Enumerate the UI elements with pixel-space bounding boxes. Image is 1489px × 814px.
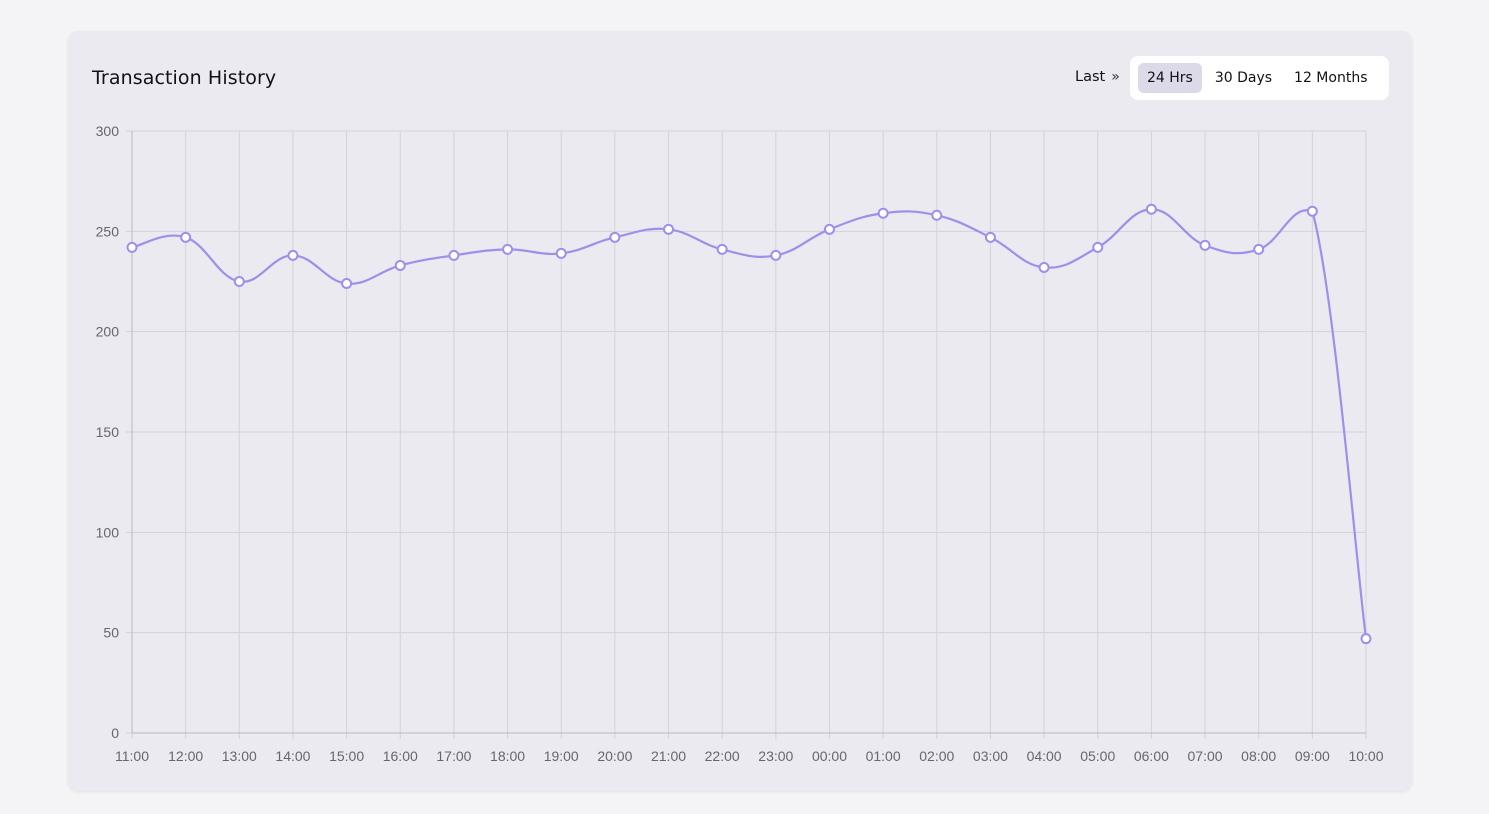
data-point[interactable] [180, 231, 192, 243]
x-tick-label: 07:00 [1188, 748, 1223, 764]
data-point[interactable] [931, 209, 943, 221]
y-tick-label: 150 [96, 424, 120, 440]
y-tick-label: 200 [96, 324, 120, 340]
data-point[interactable] [555, 247, 567, 259]
x-tick-label: 15:00 [329, 748, 364, 764]
data-point[interactable] [1145, 203, 1157, 215]
x-tick-label: 01:00 [866, 748, 901, 764]
data-point[interactable] [1038, 261, 1050, 273]
data-point[interactable] [823, 223, 835, 235]
x-tick-label: 16:00 [383, 748, 418, 764]
x-tick-label: 02:00 [919, 748, 954, 764]
x-tick-label: 10:00 [1348, 748, 1383, 764]
range-option-30-days[interactable]: 30 Days [1214, 70, 1273, 86]
transaction-line-chart: 0 50 100 150 200 250 300 11:00 12:00 13:00 14:00 1… [96, 123, 1384, 764]
data-point[interactable] [1306, 205, 1318, 217]
series-line [131, 208, 1368, 639]
x-tick-label: 20:00 [597, 748, 632, 764]
data-point[interactable] [233, 276, 245, 287]
x-tick-label: 05:00 [1080, 748, 1115, 764]
x-tick-label: 19:00 [544, 748, 579, 764]
data-point[interactable] [1253, 243, 1265, 255]
transaction-history-card: Transaction History Last » 24 Hrs 30 Day… [68, 31, 1412, 791]
x-tick-label: 03:00 [973, 748, 1008, 764]
x-tick-label: 21:00 [651, 748, 686, 764]
y-tick-label: 0 [111, 725, 119, 741]
x-tick-label: 08:00 [1241, 748, 1276, 764]
data-point[interactable] [1092, 241, 1104, 253]
x-tick-label: 13:00 [222, 748, 257, 764]
data-point[interactable] [716, 243, 728, 255]
y-tick-label: 100 [96, 524, 120, 540]
data-point[interactable] [502, 243, 514, 255]
x-tick-label: 04:00 [1027, 748, 1062, 764]
data-point[interactable] [984, 231, 996, 243]
data-point[interactable] [287, 249, 299, 261]
data-point[interactable] [1199, 239, 1211, 251]
range-label: Last » [1075, 69, 1120, 85]
data-point[interactable] [448, 249, 460, 261]
range-option-24-hrs[interactable]: 24 Hrs [1138, 63, 1202, 93]
data-point[interactable] [1360, 633, 1372, 645]
data-point[interactable] [341, 278, 353, 290]
data-point[interactable] [663, 223, 675, 235]
x-tick-label: 09:00 [1295, 748, 1330, 764]
data-point[interactable] [770, 249, 782, 261]
range-selector: 24 Hrs 30 Days 12 Months [1130, 56, 1389, 100]
x-tick-label: 11:00 [115, 748, 149, 764]
data-point[interactable] [394, 259, 406, 271]
x-tick-label: 18:00 [490, 748, 525, 764]
x-tick-label: 00:00 [812, 748, 847, 764]
x-tick-label: 14:00 [275, 748, 310, 764]
data-point[interactable] [126, 241, 138, 253]
card-title: Transaction History [92, 67, 277, 89]
x-tick-label: 22:00 [705, 748, 740, 764]
x-tick-label: 17:00 [436, 748, 471, 764]
data-point[interactable] [877, 207, 889, 219]
x-tick-label: 12:00 [168, 748, 203, 764]
x-tick-label: 06:00 [1134, 748, 1169, 764]
y-tick-label: 50 [103, 625, 119, 641]
range-option-12-months[interactable]: 12 Months [1294, 70, 1368, 86]
y-tick-label: 250 [96, 223, 120, 239]
y-tick-label: 300 [96, 123, 120, 139]
x-tick-label: 23:00 [758, 748, 793, 764]
data-point[interactable] [609, 231, 621, 243]
double-chevron-right-icon: » [1111, 69, 1120, 85]
range-prefix: Last [1075, 69, 1106, 85]
